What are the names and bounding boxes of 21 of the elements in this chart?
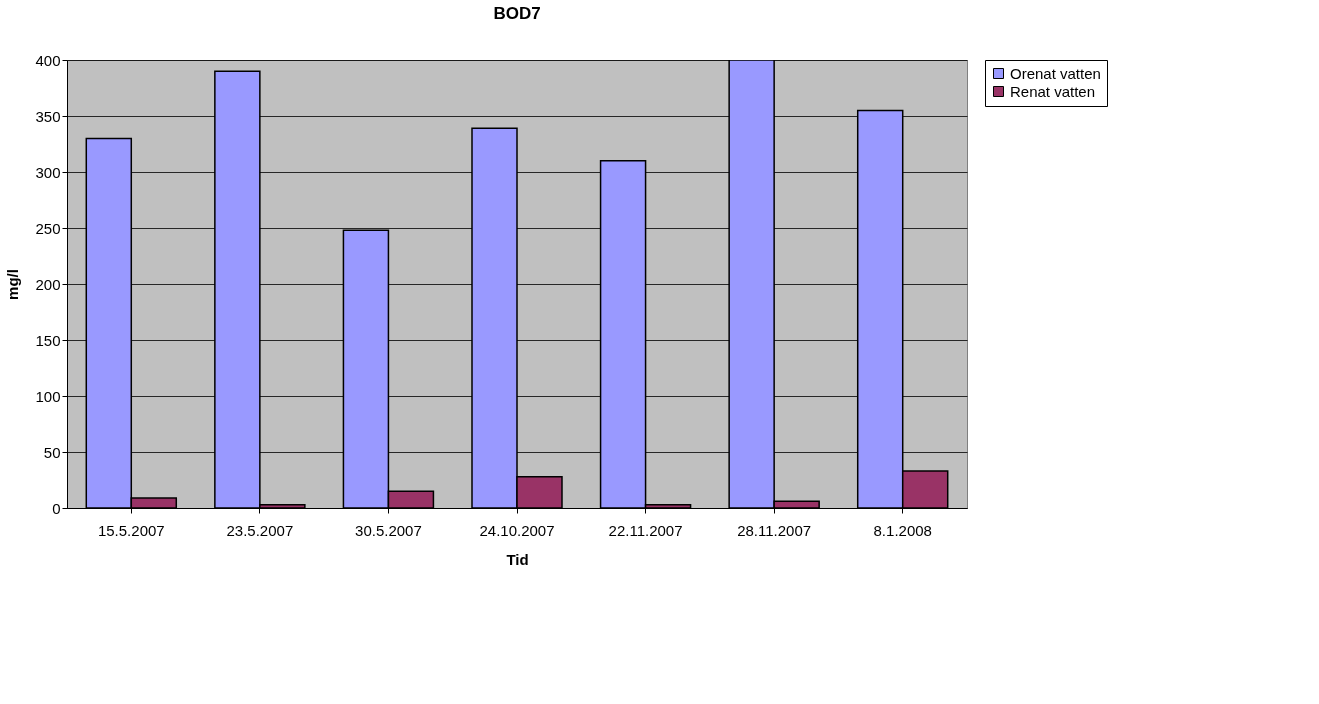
y-tick-label: 300 (35, 163, 61, 181)
x-tick-label: 8.1.2008 (873, 521, 932, 539)
x-tick-label: 23.5.2007 (226, 521, 294, 539)
x-axis-title: Tid (506, 550, 529, 568)
x-tick-label: 24.10.2007 (479, 521, 555, 539)
y-tick-label: 400 (35, 51, 61, 69)
x-tick-label: 28.11.2007 (737, 521, 812, 539)
x-tick-label: 15.5.2007 (97, 521, 165, 539)
x-tick-label: 22.11.2007 (608, 521, 683, 539)
y-tick-label: 100 (35, 387, 61, 405)
chart-title: BOD7 (493, 4, 541, 23)
y-axis-title: mg/l (4, 269, 22, 300)
y-tick-label: 0 (52, 499, 61, 517)
legend-label: Orenat vatten (1010, 64, 1101, 82)
y-tick-label: 50 (43, 443, 61, 461)
y-tick-label: 200 (35, 275, 61, 293)
y-tick-label: 350 (35, 107, 61, 125)
legend-label: Renat vatten (1010, 82, 1096, 100)
x-tick-label: 30.5.2007 (355, 521, 422, 539)
y-tick-label: 150 (35, 331, 61, 349)
y-tick-label: 250 (35, 219, 61, 237)
